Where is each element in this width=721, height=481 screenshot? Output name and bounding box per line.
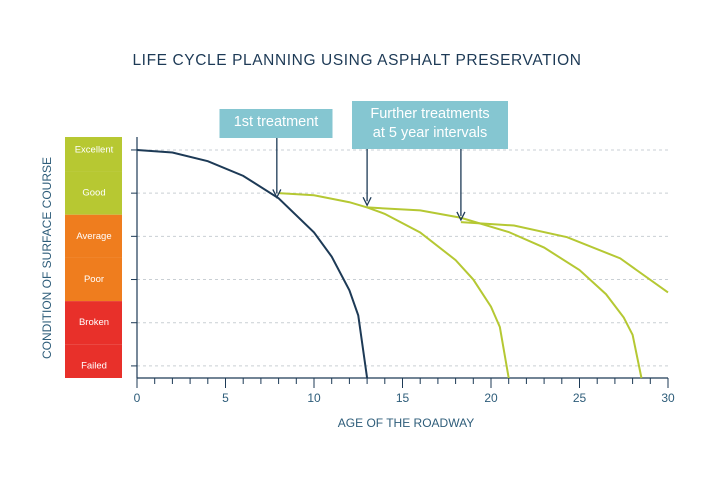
annotation-box	[352, 101, 508, 149]
y-axis-title: CONDITION OF SURFACE COURSE	[40, 157, 54, 359]
chart-title: LIFE CYCLE PLANNING USING ASPHALT PRESER…	[132, 52, 581, 69]
x-tick-label: 20	[484, 391, 498, 405]
annotation-arrowhead	[272, 189, 282, 199]
annotation-text: at 5 year intervals	[373, 125, 487, 141]
condition-curve	[136, 148, 369, 379]
annotation-text: 1st treatment	[234, 114, 319, 130]
condition-band	[65, 257, 122, 302]
x-tick-label: 10	[307, 391, 321, 405]
condition-curve	[367, 206, 643, 379]
y-tick-label: Excellent	[75, 144, 114, 155]
x-tick-label: 5	[222, 391, 229, 405]
annotation-text: Further treatments	[370, 106, 489, 122]
annotation-arrowhead	[456, 211, 466, 222]
x-tick-label: 15	[396, 391, 410, 405]
y-tick-label: Average	[76, 231, 111, 242]
condition-curve	[460, 221, 669, 294]
condition-band	[65, 344, 122, 378]
y-tick-label: Broken	[79, 317, 109, 328]
y-tick-label: Failed	[81, 360, 107, 371]
y-tick-label: Good	[82, 188, 105, 199]
condition-band	[65, 214, 122, 258]
condition-curve	[278, 192, 510, 379]
x-tick-label: 0	[134, 391, 141, 405]
condition-band	[65, 137, 122, 172]
annotation-box	[219, 109, 333, 138]
condition-band	[65, 171, 122, 215]
x-axis-title: AGE OF THE ROADWAY	[338, 416, 474, 430]
x-tick-label: 30	[661, 391, 675, 405]
x-tick-label: 25	[573, 391, 587, 405]
y-tick-label: Poor	[84, 274, 104, 285]
annotation-arrowhead	[362, 196, 372, 207]
condition-band	[65, 301, 122, 345]
